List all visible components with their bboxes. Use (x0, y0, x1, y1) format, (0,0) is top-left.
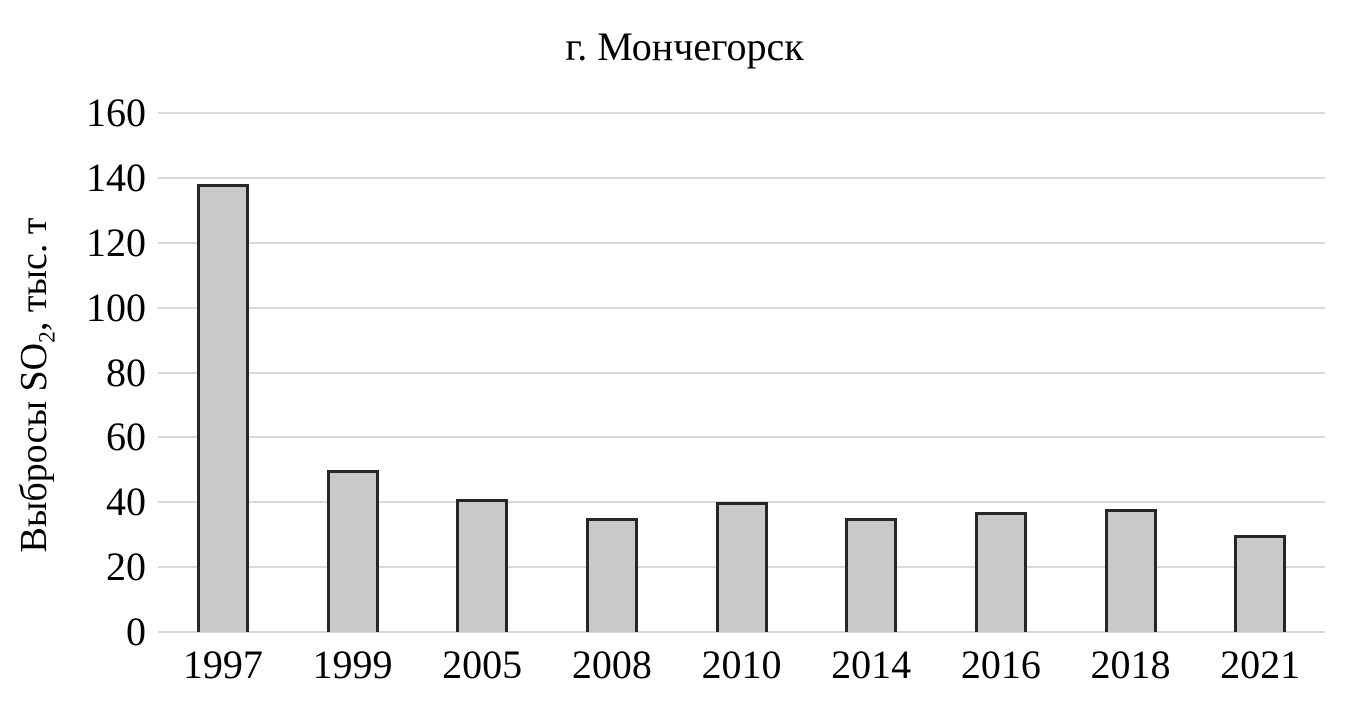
gridline-y60 (158, 436, 1325, 439)
bar-2016 (974, 511, 1027, 632)
gridline-y120 (158, 241, 1325, 244)
x-tick-label-2005: 2005 (442, 642, 523, 687)
y-tick-label-0: 0 (126, 609, 146, 654)
y-tick-label-40: 40 (106, 479, 146, 525)
chart-title: г. Мончегорск (565, 24, 804, 69)
bar-2014 (845, 518, 898, 632)
gridline-y80 (158, 371, 1325, 374)
x-tick-label-1999: 1999 (312, 642, 393, 687)
gridline-y160 (158, 112, 1325, 114)
bar-2005 (456, 499, 509, 632)
bar-2021 (1234, 534, 1287, 632)
gridline-y140 (158, 176, 1325, 179)
y-axis-label-subscript: 2 (34, 331, 61, 343)
x-tick-label-2021: 2021 (1220, 642, 1301, 687)
gridline-y100 (158, 306, 1325, 309)
y-tick-label-60: 60 (106, 414, 146, 460)
plot-area (158, 112, 1325, 633)
x-tick-label-2014: 2014 (831, 642, 912, 687)
y-tick-label-160: 160 (86, 90, 146, 135)
y-tick-label-100: 100 (86, 284, 146, 330)
x-tick-label-2008: 2008 (571, 642, 652, 687)
bar-1999 (326, 469, 379, 632)
y-tick-label-80: 80 (106, 349, 146, 395)
y-tick-label-20: 20 (106, 544, 146, 590)
x-tick-label-2018: 2018 (1090, 642, 1171, 687)
y-tick-label-140: 140 (86, 154, 146, 200)
y-tick-label-120: 120 (86, 219, 146, 265)
bar-1997 (196, 184, 249, 632)
bar-2010 (715, 502, 768, 632)
x-tick-label-1997: 1997 (182, 642, 263, 687)
x-tick-label-2010: 2010 (701, 642, 782, 687)
x-axis-line (158, 631, 1325, 633)
bar-2018 (1104, 508, 1157, 632)
x-tick-label-2016: 2016 (960, 642, 1041, 687)
bar-2008 (585, 518, 638, 632)
